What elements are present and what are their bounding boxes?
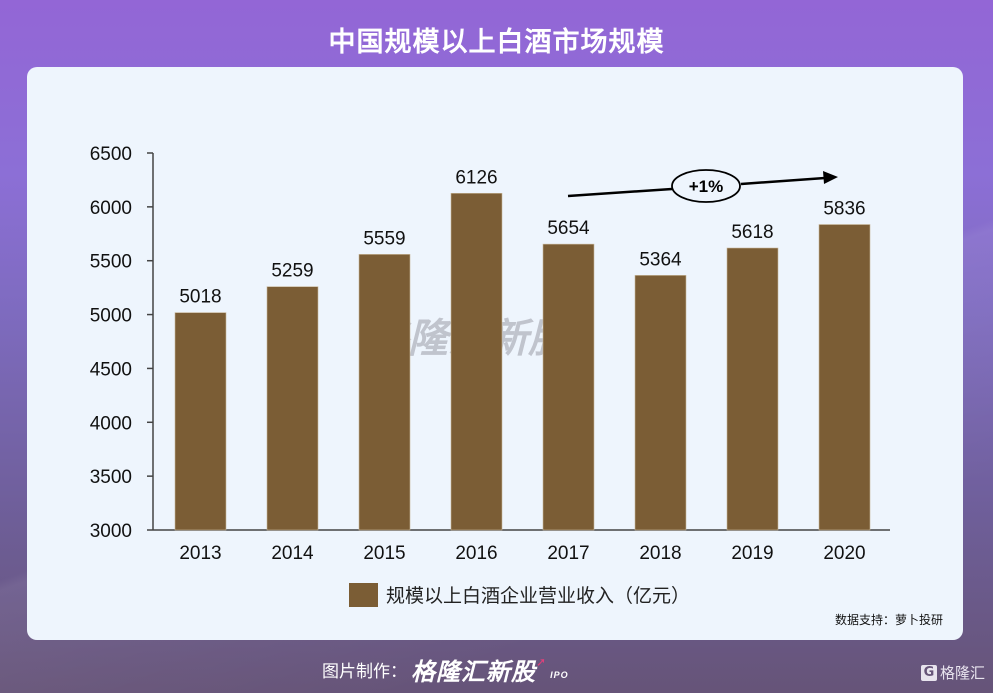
bar-value-label: 6126 [455, 167, 497, 188]
legend-swatch [349, 583, 378, 607]
y-tick-label: 3500 [90, 467, 132, 488]
x-tick-label: 2015 [363, 543, 405, 564]
annotation-label: +1% [689, 177, 724, 196]
annotation-ellipse [671, 169, 741, 203]
bar-value-label: 5618 [731, 222, 773, 243]
footer-made-by-label: 图片制作： [322, 661, 407, 682]
bar-2013 [174, 312, 227, 531]
bar-value-label: 5018 [179, 287, 221, 308]
data-source-label: 数据支持：萝卜投研 [834, 613, 943, 627]
bar-2018 [634, 275, 687, 531]
gelonghui-logo-icon: G [920, 664, 937, 681]
bars-group: 5018 2013 5259 2014 5559 2015 6126 2016 5654 2017… [174, 167, 871, 564]
bar-2015 [358, 254, 411, 531]
y-tick-label: 5000 [90, 306, 132, 327]
y-tick-label: 6000 [90, 198, 132, 219]
bar-2016 [450, 192, 503, 531]
y-tick-label: 5500 [90, 252, 132, 273]
footer-logo: G 格隆汇 [920, 662, 985, 683]
y-tick-label: 4000 [90, 413, 132, 434]
footer-logo-text: 格隆汇 [939, 664, 985, 682]
bar-2019 [726, 247, 779, 531]
footer-brand-ipo: IPO [550, 670, 569, 680]
legend-label: 规模以上白酒企业营业收入（亿元） [386, 585, 690, 607]
bar-2020 [818, 224, 871, 531]
x-tick-label: 2020 [823, 543, 865, 564]
bar-value-label: 5259 [271, 261, 313, 282]
bar-value-label: 5559 [363, 228, 405, 249]
y-tick-label: 6500 [90, 144, 132, 165]
x-tick-label: 2016 [455, 543, 497, 564]
x-tick-label: 2018 [639, 543, 681, 564]
trend-arrow-icon: ➚ [536, 655, 547, 669]
bar-value-label: 5836 [823, 199, 865, 220]
bar-value-label: 5654 [547, 218, 590, 239]
x-tick-label: 2019 [731, 543, 773, 564]
bar-2014 [266, 286, 319, 531]
y-axis-ticks: 6500 6000 5500 5000 4500 4000 3500 3000 [90, 144, 153, 542]
arrow-head-icon [823, 171, 838, 184]
x-tick-label: 2013 [179, 543, 221, 564]
x-tick-label: 2014 [271, 543, 314, 564]
page-title: 中国规模以上白酒市场规模 [328, 27, 665, 58]
footer-credit: 图片制作： 格隆汇新股 ➚ IPO [322, 654, 569, 686]
y-tick-label: 3000 [90, 521, 132, 542]
bar-value-label: 5364 [639, 249, 682, 270]
footer-brand: 格隆汇新股 [411, 657, 536, 686]
x-tick-label: 2017 [547, 543, 589, 564]
y-tick-label: 4500 [90, 359, 132, 380]
growth-annotation: +1% [567, 169, 838, 203]
bar-2017 [542, 243, 595, 531]
